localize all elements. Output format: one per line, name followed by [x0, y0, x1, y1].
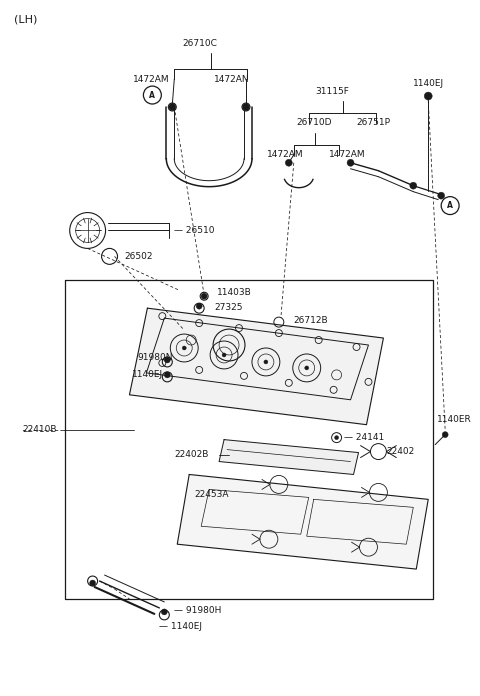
- Text: — 91980H: — 91980H: [174, 606, 222, 615]
- Text: 11403B: 11403B: [217, 287, 252, 296]
- Text: 27325: 27325: [214, 303, 242, 312]
- Polygon shape: [130, 308, 384, 425]
- Text: (LH): (LH): [14, 15, 37, 24]
- Text: 91980N: 91980N: [137, 354, 173, 363]
- Text: 22402: 22402: [386, 447, 415, 456]
- Circle shape: [242, 104, 250, 111]
- Polygon shape: [177, 475, 428, 569]
- Circle shape: [347, 159, 354, 166]
- Text: 1472AM: 1472AM: [133, 74, 170, 84]
- Text: 22410B: 22410B: [22, 425, 57, 434]
- Circle shape: [164, 372, 170, 378]
- Text: 26751P: 26751P: [357, 118, 391, 127]
- Circle shape: [305, 366, 309, 370]
- Circle shape: [424, 92, 432, 100]
- Text: 1472AN: 1472AN: [214, 74, 250, 84]
- Circle shape: [161, 609, 168, 615]
- Text: 26710C: 26710C: [182, 39, 217, 48]
- Circle shape: [201, 293, 207, 299]
- Circle shape: [442, 432, 448, 438]
- Text: 31115F: 31115F: [316, 86, 349, 95]
- Text: 1472AM: 1472AM: [329, 150, 365, 159]
- Circle shape: [264, 360, 268, 364]
- Polygon shape: [219, 440, 359, 475]
- Text: 1472AM: 1472AM: [267, 150, 303, 159]
- Circle shape: [222, 353, 226, 357]
- Circle shape: [182, 346, 186, 350]
- Circle shape: [164, 357, 170, 363]
- Circle shape: [169, 104, 176, 111]
- Text: A: A: [447, 201, 453, 210]
- Text: — 26510: — 26510: [174, 226, 215, 235]
- Text: 1140EJ: 1140EJ: [413, 79, 444, 88]
- Text: — 24141: — 24141: [344, 433, 384, 442]
- Text: 22453A: 22453A: [194, 490, 228, 499]
- Circle shape: [196, 303, 202, 309]
- Circle shape: [90, 580, 96, 586]
- Text: 26502: 26502: [124, 252, 153, 261]
- Circle shape: [285, 159, 292, 166]
- Text: A: A: [149, 90, 156, 100]
- Circle shape: [410, 182, 417, 189]
- Circle shape: [335, 436, 338, 440]
- Text: 22402B: 22402B: [174, 450, 209, 459]
- Text: 1140EJ: 1140EJ: [132, 370, 164, 379]
- Text: — 1140EJ: — 1140EJ: [159, 622, 203, 631]
- Text: 26712B: 26712B: [294, 315, 328, 324]
- Circle shape: [438, 192, 444, 199]
- Text: 1140ER: 1140ER: [437, 416, 472, 424]
- Text: 26710D: 26710D: [297, 118, 332, 127]
